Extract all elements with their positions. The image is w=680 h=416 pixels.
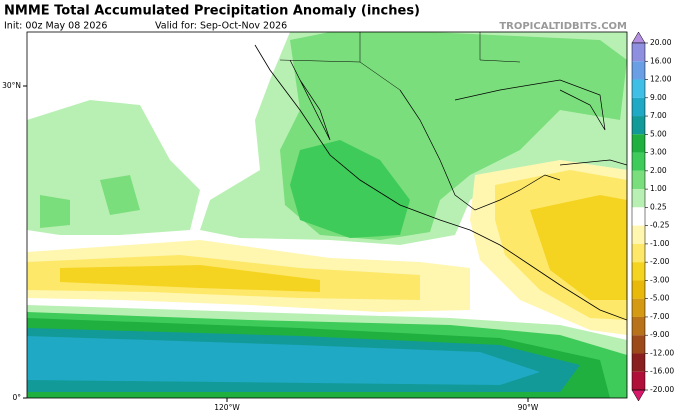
colorbar-tick-label: -3.00 [650,275,670,284]
colorbar-tick-label: -7.00 [650,312,670,321]
colorbar-tick-label: 5.00 [650,129,667,138]
colorbar-arrow [631,31,646,44]
valid-time: Valid for: Sep-Oct-Nov 2026 [155,21,287,32]
title: NMME Total Accumulated Precipitation Ano… [4,4,420,19]
colorbar-tick-label: -9.00 [650,330,670,339]
colorbar-segment [632,262,645,281]
lon-label: 120°W [214,403,240,412]
colorbar-tick-label: 2.00 [650,166,667,175]
colorbar-segment [632,371,645,390]
colorbar-tick-label: 0.25 [650,202,667,211]
colorbar-segment [632,335,645,354]
colorbar-segment [632,189,645,208]
colorbar-tick-label: -2.00 [650,257,670,266]
colorbar-segment [632,116,645,135]
colorbar-tick-label: 16.00 [650,56,672,65]
lat-label: 30°N [2,81,21,90]
colorbar-segment [632,280,645,299]
colorbar-tick-label: 7.00 [650,111,667,120]
colorbar-segment [632,353,645,372]
lon-label: 90°W [518,403,539,412]
colorbar: 20.00 16.00 12.00 9.00 7.00 5.00 3.00 2.00 1.00 0… [631,31,674,402]
colorbar-tick-label: -5.00 [650,294,670,303]
colorbar-tick-label: -0.25 [650,221,670,230]
colorbar-segment [632,97,645,117]
colorbar-tick-label: 12.00 [650,75,672,84]
colorbar-segment [632,316,645,336]
colorbar-segment [632,79,645,98]
map: 30°N 0° 120°W 90°W [2,31,628,412]
colorbar-segment [632,207,645,226]
colorbar-tick-label: -12.00 [650,348,674,357]
colorbar-arrow [631,389,646,402]
colorbar-segment [632,243,645,263]
colorbar-tick-label: 1.00 [650,184,667,193]
colorbar-segment [632,134,645,153]
lat-label: 0° [12,393,21,402]
colorbar-segment [632,61,645,80]
colorbar-tick-label: 9.00 [650,93,667,102]
colorbar-tick-label: -1.00 [650,239,670,248]
colorbar-tick-label: -20.00 [650,385,674,394]
init-time: Init: 00z May 08 2026 [4,21,107,32]
site-credit: TROPICALTIDBITS.COM [499,21,627,32]
colorbar-tick-label: 3.00 [650,148,667,157]
colorbar-tick-label: 20.00 [650,38,672,47]
colorbar-segment [632,152,645,171]
colorbar-segment [632,225,645,244]
colorbar-segment [632,43,645,62]
colorbar-tick-label: -16.00 [650,367,674,376]
colorbar-segment [632,298,645,317]
colorbar-frame [631,42,646,391]
colorbar-segment [632,170,645,190]
